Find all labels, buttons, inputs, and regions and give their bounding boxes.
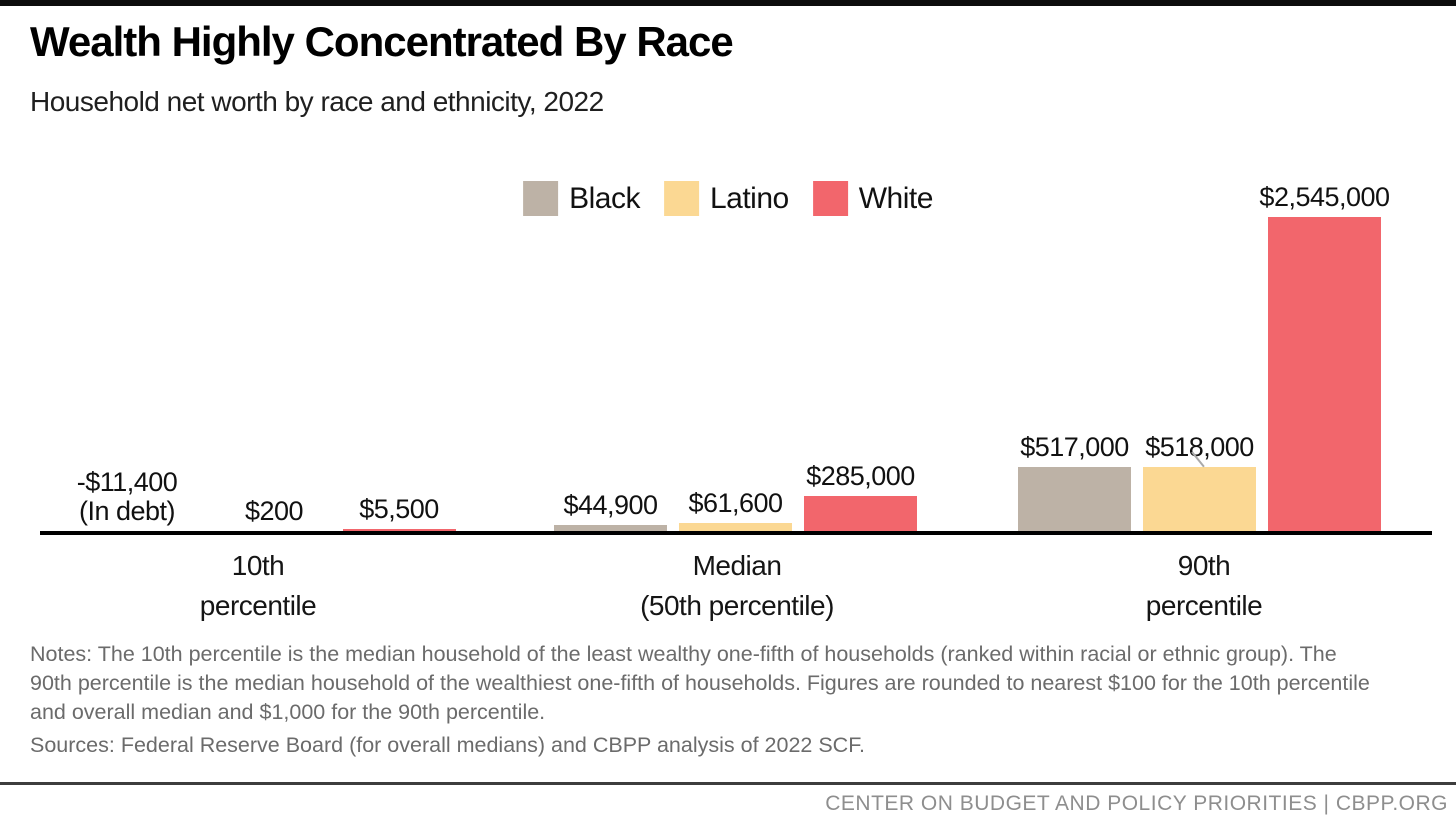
legend-label-white: White bbox=[858, 181, 934, 215]
legend-item-white: White bbox=[812, 181, 934, 216]
value-label-black-10th-percentile: -$11,400 (In debt) bbox=[76, 467, 178, 526]
bar-latino-median-50th-percentile bbox=[679, 523, 792, 531]
value-label-latino-90th-percentile: $518,000 bbox=[1145, 432, 1254, 463]
chart-title: Wealth Highly Concentrated By Race bbox=[30, 18, 734, 65]
notes-text: Notes: The 10th percentile is the median… bbox=[30, 642, 1370, 724]
bar-black-90th-percentile bbox=[1018, 467, 1131, 531]
chart-subtitle: Household net worth by race and ethnicit… bbox=[30, 86, 604, 117]
value-label-latino-10th-percentile: $200 bbox=[244, 496, 304, 526]
sources-text: Sources: Federal Reserve Board (for over… bbox=[30, 733, 865, 757]
value-label-white-90th-percentile: $2,545,000 bbox=[1259, 182, 1390, 212]
category-label-median-50th-percentile: Median (50th percentile) bbox=[640, 550, 834, 621]
legend-label-latino: Latino bbox=[709, 181, 789, 215]
legend-item-black: Black bbox=[523, 181, 640, 216]
legend-swatch-latino bbox=[663, 181, 699, 216]
bar-white-median-50th-percentile bbox=[804, 495, 917, 531]
bar-white-10th-percentile bbox=[342, 529, 456, 531]
legend-swatch-white bbox=[812, 181, 848, 216]
value-label-black-median-50th-percentile: $44,900 bbox=[563, 490, 658, 521]
value-label-latino-median-50th-percentile: $61,600 bbox=[688, 488, 783, 519]
legend-label-black: Black bbox=[569, 181, 640, 215]
value-label-black-90th-percentile: $517,000 bbox=[1020, 432, 1129, 463]
bar-latino-90th-percentile bbox=[1143, 467, 1256, 531]
bar-black-median-50th-percentile bbox=[554, 525, 667, 531]
legend-item-latino: Latino bbox=[663, 181, 789, 216]
value-label-white-median-50th-percentile: $285,000 bbox=[806, 460, 915, 491]
value-label-white-10th-percentile: $5,500 bbox=[359, 494, 439, 524]
x-axis-line bbox=[40, 531, 1432, 535]
category-label-10th-percentile: 10th percentile bbox=[199, 550, 317, 621]
top-accent-bar bbox=[0, 0, 1456, 6]
bar-white-90th-percentile bbox=[1268, 217, 1381, 531]
legend-swatch-black bbox=[523, 181, 559, 216]
category-label-90th-percentile: 90th percentile bbox=[1145, 550, 1263, 621]
footer-credit: CENTER ON BUDGET AND POLICY PRIORITIES |… bbox=[825, 792, 1448, 815]
legend: Black Latino White bbox=[523, 181, 933, 216]
footer-divider bbox=[0, 782, 1456, 785]
